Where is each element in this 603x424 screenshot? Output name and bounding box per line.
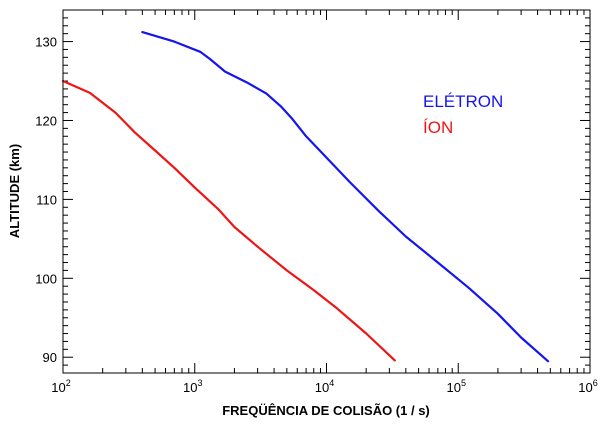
y-tick-label: 110 <box>36 192 57 207</box>
x-tick-label: 102 <box>51 378 70 395</box>
x-tick-label: 104 <box>315 378 334 395</box>
y-tick-label: 100 <box>35 271 57 286</box>
x-tick-label: 106 <box>578 378 597 395</box>
y-axis-title: ALTITUDE (km) <box>7 144 22 238</box>
legend-item-ion: ÍON <box>423 118 453 137</box>
series-line-eletron <box>141 31 550 363</box>
tick-labels: 90 100 110 120 130 102 103 104 105 106 <box>35 35 597 395</box>
y-tick-label: 120 <box>35 113 57 128</box>
plot-frame <box>62 9 591 374</box>
y-tick-label: 130 <box>35 35 57 50</box>
data-lines <box>61 31 550 363</box>
x-axis-title: FREQÜÊNCIA DE COLISÃO (1 / s) <box>222 403 430 418</box>
series-line-ion <box>61 79 396 362</box>
legend-item-eletron: ELÉTRON <box>423 92 503 111</box>
x-tick-label: 105 <box>447 378 466 395</box>
tick-marks <box>62 9 590 374</box>
y-tick-label: 90 <box>43 350 57 365</box>
x-tick-label: 103 <box>183 378 202 395</box>
